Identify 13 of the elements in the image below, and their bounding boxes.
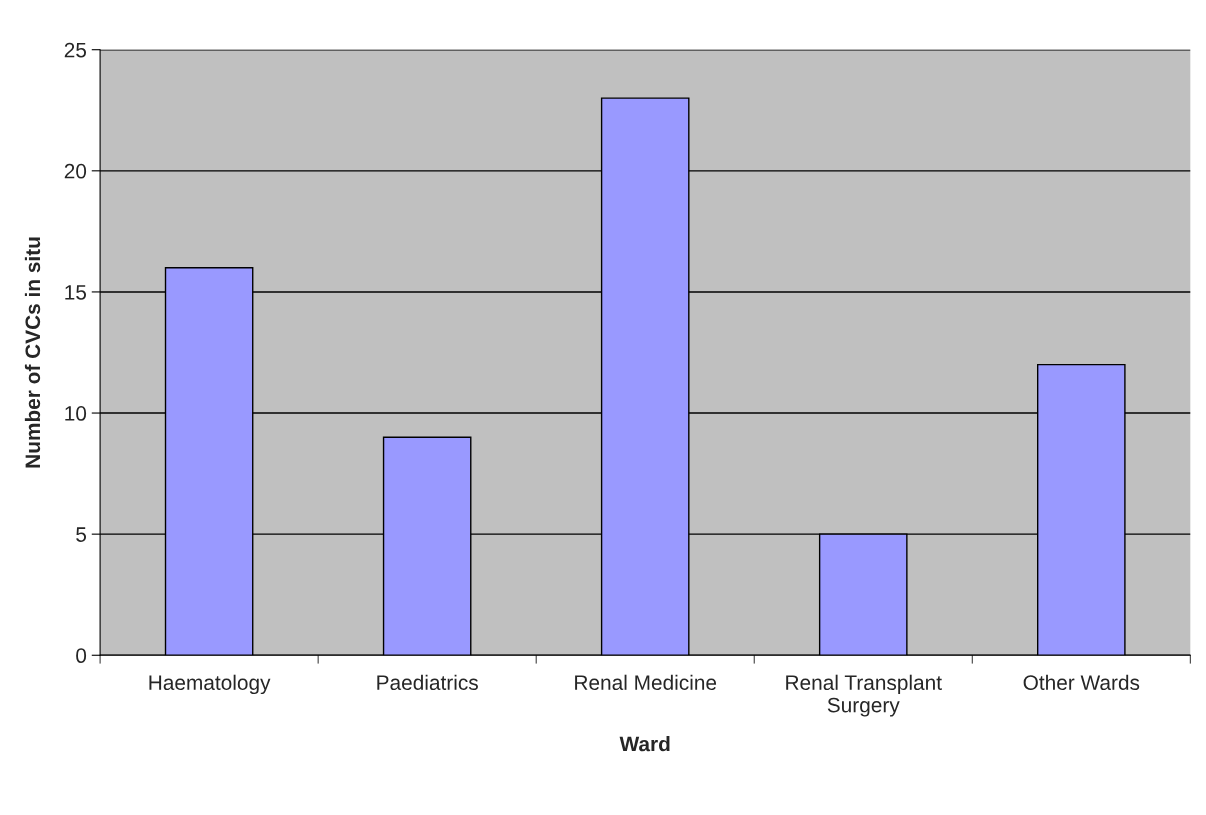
- x-tick-label: Renal Transplant Surgery: [786, 674, 942, 717]
- x-tick-label: Paediatrics: [377, 674, 478, 691]
- x-axis-title: Ward: [619, 736, 670, 752]
- y-tick-label: 15: [65, 285, 87, 300]
- y-tick-label: 5: [76, 527, 87, 542]
- y-tick-label: 25: [64, 42, 87, 58]
- y-tick-label: 20: [64, 163, 87, 179]
- y-tick-label: 10: [65, 406, 87, 421]
- y-tick-label: 0: [76, 648, 87, 664]
- y-axis-title: Number of CVCs in situ: [24, 237, 41, 468]
- x-tick-label: Other Wards: [1023, 674, 1140, 691]
- x-tick-label: Renal Medicine: [575, 674, 717, 691]
- x-tick-label: Haematology: [149, 674, 271, 695]
